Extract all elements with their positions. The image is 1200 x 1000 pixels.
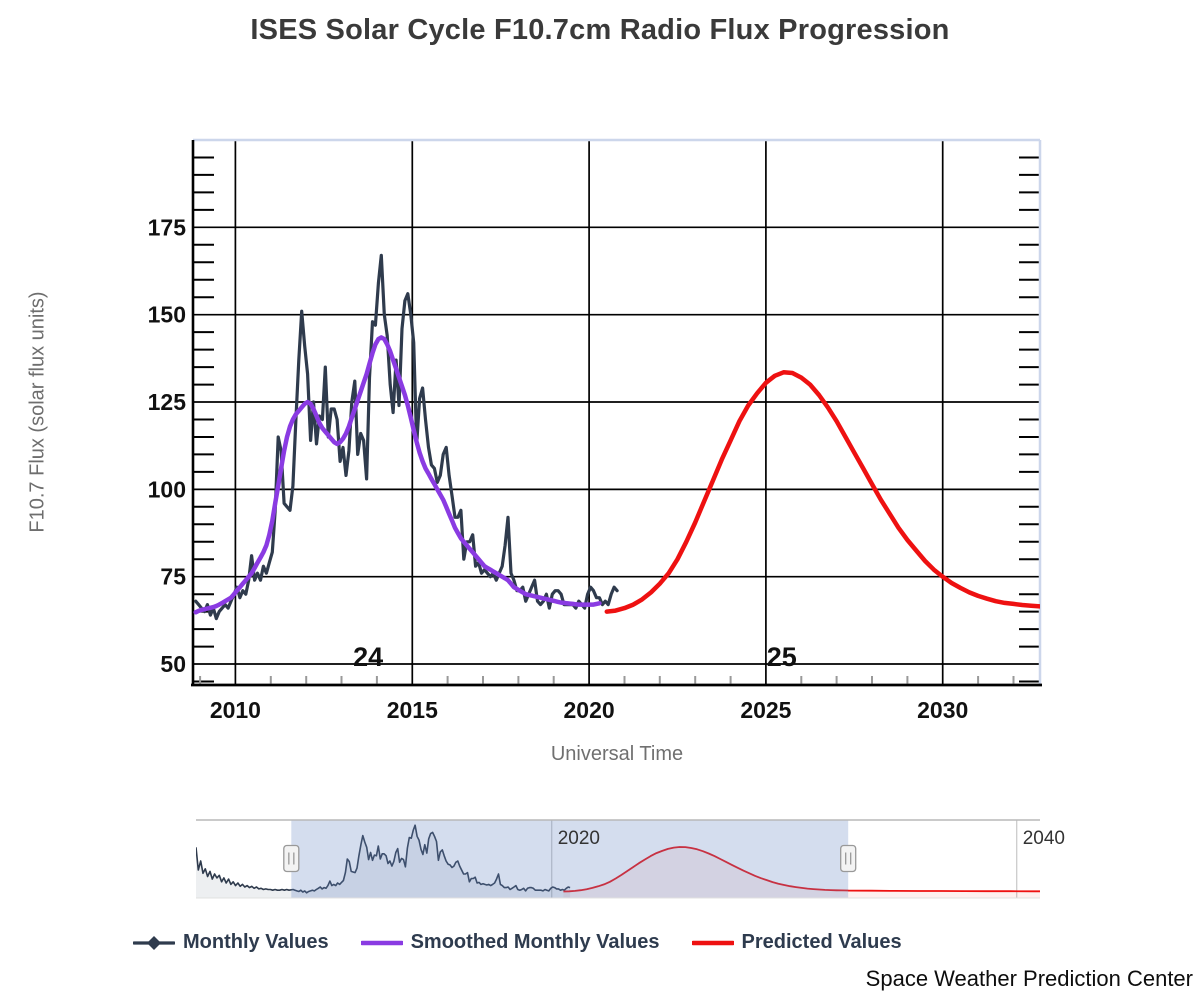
y-tick-label: 100 xyxy=(148,476,186,502)
legend-label: Smoothed Monthly Values xyxy=(410,931,660,953)
credit-text: Space Weather Prediction Center xyxy=(865,966,1193,991)
y-tick-label: 50 xyxy=(160,651,186,677)
y-tick-label: 125 xyxy=(148,389,187,415)
x-tick-label: 2020 xyxy=(564,697,615,723)
x-tick-label: 2025 xyxy=(740,697,791,723)
legend-item-smoothed-monthly-values[interactable]: Smoothed Monthly Values xyxy=(360,931,660,954)
legend: Monthly Values Smoothed Monthly Values P… xyxy=(133,931,902,954)
y-tick-label: 150 xyxy=(148,302,186,328)
x-tick-label: 2010 xyxy=(210,697,261,723)
chart-title: ISES Solar Cycle F10.7cm Radio Flux Prog… xyxy=(250,14,950,46)
navigator-predicted-area xyxy=(563,847,1040,898)
cycle-25-label: 25 xyxy=(767,642,797,672)
smoothed-monthly-values-marker-icon xyxy=(360,934,403,952)
navigator-tick-label: 2020 xyxy=(558,828,600,849)
legend-item-predicted-values[interactable]: Predicted Values xyxy=(691,931,902,954)
series-smoothed-monthly-values xyxy=(193,335,602,615)
predicted-values-marker-icon xyxy=(691,934,734,952)
series-monthly-values xyxy=(194,253,619,621)
y-tick-label: 75 xyxy=(160,564,186,590)
cycle-24-label: 24 xyxy=(353,642,383,672)
navigator-tick-label: 2040 xyxy=(1023,828,1065,849)
x-tick-label: 2015 xyxy=(387,697,438,723)
series-predicted-values xyxy=(604,370,1040,614)
y-tick-label: 175 xyxy=(148,214,187,240)
monthly-values-marker-icon xyxy=(133,934,175,952)
navigator-monthly-line xyxy=(196,824,571,894)
legend-item-monthly-values[interactable]: Monthly Values xyxy=(133,931,329,954)
navigator-left-handle[interactable] xyxy=(283,844,300,873)
navigator-right-handle[interactable] xyxy=(840,844,857,873)
navigator-monthly-area xyxy=(196,825,571,898)
x-axis-title: Universal Time xyxy=(550,743,684,765)
navigator-selected-range[interactable] xyxy=(291,820,849,898)
x-tick-label: 2030 xyxy=(917,697,968,723)
navigator-predicted-line xyxy=(563,846,1040,893)
legend-label: Monthly Values xyxy=(183,931,329,953)
legend-label: Predicted Values xyxy=(741,931,902,953)
